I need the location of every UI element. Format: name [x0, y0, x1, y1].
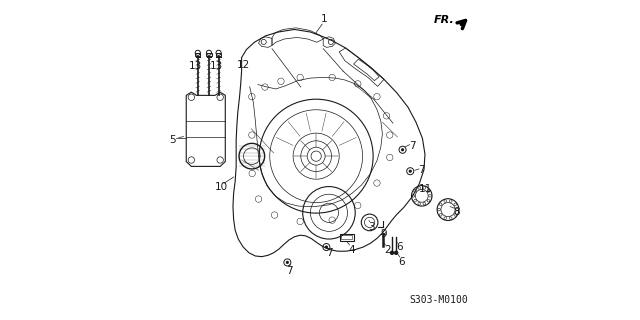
Text: 7: 7: [326, 248, 332, 259]
Circle shape: [409, 170, 412, 173]
Text: 12: 12: [237, 60, 250, 70]
Text: 7: 7: [419, 165, 425, 175]
Text: 1: 1: [321, 13, 327, 24]
Text: 2: 2: [384, 244, 390, 255]
Circle shape: [401, 148, 404, 151]
Text: 8: 8: [454, 207, 460, 217]
Text: 4: 4: [348, 245, 355, 255]
Circle shape: [394, 251, 398, 255]
Circle shape: [285, 261, 289, 264]
Text: 7: 7: [409, 140, 415, 151]
Text: 11: 11: [419, 184, 431, 195]
Bar: [195, 53, 200, 56]
Text: 6: 6: [398, 257, 405, 267]
Text: 3: 3: [368, 221, 374, 232]
Text: 10: 10: [215, 182, 228, 192]
Bar: [342, 235, 352, 239]
Circle shape: [324, 245, 328, 249]
Text: 13: 13: [209, 61, 223, 71]
Bar: [206, 53, 211, 56]
Text: S303-M0100: S303-M0100: [409, 295, 468, 305]
Text: FR.: FR.: [434, 15, 454, 25]
Text: 6: 6: [397, 242, 403, 252]
Bar: [216, 53, 221, 56]
Text: 5: 5: [169, 135, 175, 145]
Text: 13: 13: [189, 61, 202, 71]
Text: 7: 7: [287, 266, 293, 276]
Circle shape: [390, 251, 394, 255]
Bar: [340, 234, 353, 241]
Text: 9: 9: [380, 229, 387, 239]
